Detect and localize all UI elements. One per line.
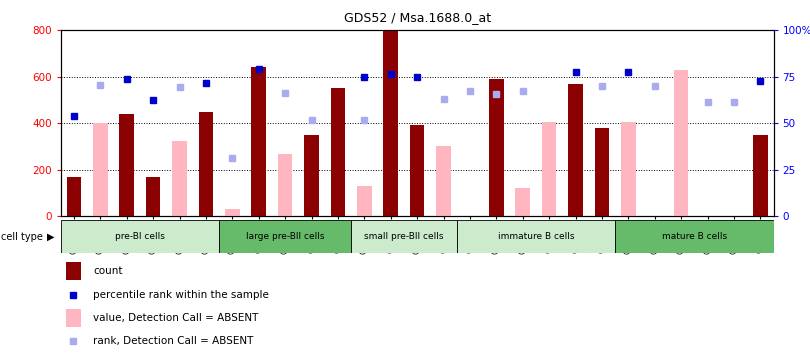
Bar: [489, 79, 504, 216]
Bar: [330, 88, 345, 216]
Text: rank, Detection Call = ABSENT: rank, Detection Call = ABSENT: [93, 336, 254, 346]
Bar: [674, 70, 688, 216]
Bar: [61, 220, 220, 253]
Bar: [437, 146, 451, 216]
Bar: [146, 176, 160, 216]
Bar: [173, 141, 187, 216]
Bar: [251, 67, 266, 216]
Text: small pre-BII cells: small pre-BII cells: [364, 232, 444, 241]
Bar: [278, 155, 292, 216]
Bar: [66, 309, 81, 327]
Bar: [595, 128, 609, 216]
Text: cell type: cell type: [1, 231, 43, 242]
Bar: [569, 84, 583, 216]
Text: pre-BI cells: pre-BI cells: [115, 232, 165, 241]
Bar: [305, 135, 319, 216]
Bar: [66, 262, 81, 280]
Bar: [621, 122, 636, 216]
Bar: [457, 220, 615, 253]
Bar: [225, 209, 240, 216]
Text: mature B cells: mature B cells: [662, 232, 727, 241]
Bar: [120, 114, 134, 216]
Bar: [615, 220, 774, 253]
Text: percentile rank within the sample: percentile rank within the sample: [93, 290, 269, 300]
Bar: [93, 123, 108, 216]
Text: value, Detection Call = ABSENT: value, Detection Call = ABSENT: [93, 313, 258, 323]
Text: immature B cells: immature B cells: [497, 232, 574, 241]
Bar: [357, 186, 372, 216]
Bar: [383, 30, 398, 216]
Text: count: count: [93, 266, 122, 276]
Bar: [410, 125, 424, 216]
Bar: [753, 135, 768, 216]
Bar: [198, 111, 213, 216]
Bar: [542, 122, 556, 216]
Bar: [352, 220, 457, 253]
Bar: [515, 188, 530, 216]
Text: ▶: ▶: [46, 231, 54, 242]
Bar: [66, 176, 81, 216]
Text: large pre-BII cells: large pre-BII cells: [246, 232, 324, 241]
Bar: [220, 220, 352, 253]
Text: GDS52 / Msa.1688.0_at: GDS52 / Msa.1688.0_at: [343, 11, 491, 24]
